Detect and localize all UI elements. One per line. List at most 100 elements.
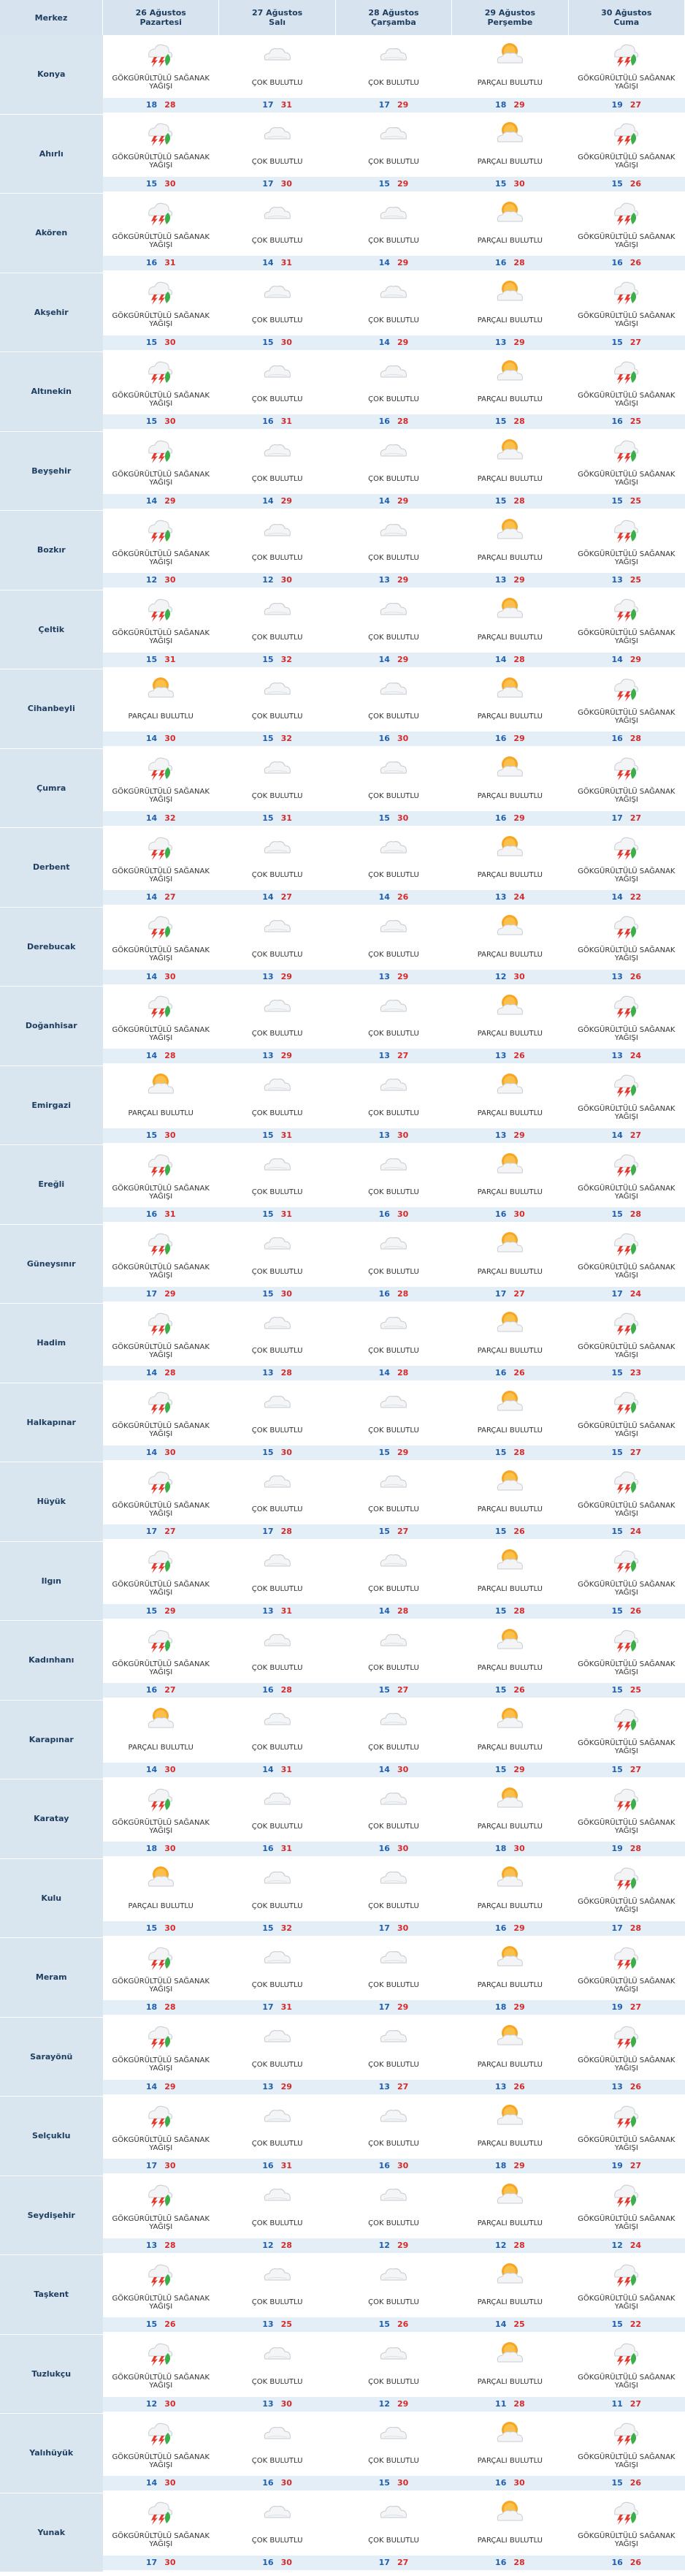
temperature-bar: 14 25 [451, 2317, 569, 2332]
condition-text: ÇOK BULUTLU [251, 1188, 303, 1196]
thunderstorm-icon [610, 436, 643, 463]
temperature-bar: 12 29 [335, 2238, 452, 2253]
day-cell: ÇOK BULUTLU 14 30 [335, 1700, 452, 1779]
partly-cloudy-icon [493, 674, 527, 702]
cloudy-icon [377, 2338, 410, 2366]
temperature-bar: 13 26 [568, 969, 685, 984]
temperature-bar: 14 29 [335, 256, 452, 270]
cloudy-icon [261, 39, 294, 67]
min-temp: 15 [145, 654, 158, 664]
forecast-cell: PARÇALI BULUTLU 16 26 [451, 1304, 569, 1383]
forecast-cell: PARÇALI BULUTLU 15 28 [451, 431, 569, 510]
cloudy-icon [377, 1863, 410, 1891]
day-cell: PARÇALI BULUTLU 15 30 [102, 1065, 219, 1145]
temperature-bar: 18 29 [451, 2000, 569, 2015]
condition-text: GÖKGÜRÜLTÜLÜ SAĞANAK YAĞIŞI [112, 867, 210, 884]
temperature-bar: 13 26 [451, 2079, 569, 2094]
forecast-cell: ÇOK BULUTLU 13 29 [335, 907, 452, 986]
forecast-cell: GÖKGÜRÜLTÜLÜ SAĞANAK YAĞIŞI 12 24 [568, 2176, 685, 2254]
temperature-bar: 15 26 [451, 1524, 569, 1539]
max-temp: 23 [629, 1368, 642, 1378]
temperature-bar: 15 28 [451, 1603, 569, 1619]
max-temp: 29 [397, 2240, 409, 2250]
day-cell: ÇOK BULUTLU 16 30 [335, 1145, 452, 1225]
min-temp: 14 [378, 654, 390, 664]
temperature-bar: 19 27 [568, 2159, 685, 2173]
max-temp: 30 [513, 1844, 525, 1853]
day-cell: PARÇALI BULUTLU 16 30 [451, 1145, 569, 1225]
day-cell: PARÇALI BULUTLU 16 29 [451, 748, 569, 828]
min-temp: 13 [262, 2081, 274, 2091]
temperature-bar: 16 30 [335, 1842, 452, 1856]
min-temp: 16 [495, 258, 507, 267]
city-row: Cihanbeyli PARÇALI BULUTLU 14 30 ÇOK BULUTLU… [0, 669, 685, 749]
header-date: 27 Ağustos [251, 8, 303, 18]
city-row: Ereğli GÖKGÜRÜLTÜLÜ SAĞANAK YAĞIŞI 16 31 ÇOK… [0, 1144, 685, 1225]
temperature-bar: 13 24 [451, 890, 569, 905]
min-temp: 16 [495, 1368, 507, 1378]
thunderstorm-icon [144, 2260, 177, 2287]
cloudy-icon [261, 594, 294, 622]
forecast-cell: GÖKGÜRÜLTÜLÜ SAĞANAK YAĞIŞI 15 23 [568, 1304, 685, 1383]
cloudy-icon [261, 1070, 294, 1098]
min-temp: 14 [378, 258, 390, 267]
max-temp: 30 [164, 1844, 176, 1853]
day-cell: GÖKGÜRÜLTÜLÜ SAĞANAK YAĞIŞI 15 27 [568, 273, 685, 352]
condition-text: GÖKGÜRÜLTÜLÜ SAĞANAK YAĞIŞI [112, 391, 210, 408]
condition-text: PARÇALI BULUTLU [477, 1981, 543, 1989]
day-cell: ÇOK BULUTLU 16 28 [218, 1621, 336, 1701]
day-cell: GÖKGÜRÜLTÜLÜ SAĞANAK YAĞIŞI 15 26 [568, 114, 685, 194]
forecast-cell: ÇOK BULUTLU 13 29 [218, 2017, 336, 2096]
forecast-cell: PARÇALI BULUTLU 15 26 [451, 1462, 569, 1541]
temperature-bar: 16 30 [335, 1207, 452, 1222]
cloudy-icon [261, 1784, 294, 1812]
temperature-bar: 13 29 [218, 969, 336, 984]
day-cell: ÇOK BULUTLU 17 31 [218, 35, 336, 114]
cloudy-icon [377, 2180, 410, 2208]
city-name: Selçuklu [0, 2096, 103, 2176]
forecast-cell: GÖKGÜRÜLTÜLÜ SAĞANAK YAĞIŞI 18 28 [102, 35, 219, 114]
temperature-bar: 15 30 [218, 1445, 336, 1460]
min-temp: 15 [378, 178, 390, 189]
temperature-bar: 15 32 [218, 652, 336, 667]
forecast-cell: ÇOK BULUTLU 17 30 [218, 114, 336, 193]
temperature-bar: 15 32 [218, 732, 336, 746]
condition-text: ÇOK BULUTLU [251, 1109, 303, 1117]
min-temp: 14 [145, 1764, 158, 1774]
temperature-bar: 13 28 [218, 1366, 336, 1380]
temperature-bar: 14 29 [102, 2079, 219, 2094]
city-name: Hüyük [0, 1462, 103, 1542]
temperature-bar: 13 25 [568, 573, 685, 588]
day-cell: ÇOK BULUTLU 15 32 [218, 669, 336, 749]
temperature-bar: 16 30 [218, 2476, 336, 2490]
condition-text: PARÇALI BULUTLU [477, 1347, 543, 1355]
max-temp: 28 [280, 1527, 292, 1536]
header-day: 26 Ağustos Pazartesi [102, 0, 220, 35]
forecast-cell: GÖKGÜRÜLTÜLÜ SAĞANAK YAĞIŞI 17 29 [102, 1224, 219, 1303]
partly-cloudy-icon [493, 436, 527, 463]
forecast-cell: PARÇALI BULUTLU 15 28 [451, 352, 569, 431]
min-temp: 15 [495, 495, 507, 506]
day-cell: ÇOK BULUTLU 14 29 [335, 273, 452, 352]
forecast-cell: GÖKGÜRÜLTÜLÜ SAĞANAK YAĞIŞI 16 26 [568, 2493, 685, 2572]
day-cell: PARÇALI BULUTLU 16 28 [451, 194, 569, 273]
forecast-cell: GÖKGÜRÜLTÜLÜ SAĞANAK YAĞIŞI 13 26 [568, 907, 685, 986]
thunderstorm-icon [610, 1546, 643, 1573]
max-temp: 31 [280, 258, 292, 267]
day-cell: ÇOK BULUTLU 15 30 [335, 748, 452, 828]
city-name: Güneysınır [0, 1224, 103, 1304]
temperature-bar: 17 27 [568, 810, 685, 826]
forecast-cell: PARÇALI BULUTLU 15 30 [451, 114, 569, 193]
day-cell: ÇOK BULUTLU 17 29 [335, 1938, 452, 2018]
max-temp: 30 [164, 971, 176, 981]
condition-text: ÇOK BULUTLU [251, 2536, 303, 2545]
city-name: Yunak [0, 2493, 103, 2572]
forecast-cell: GÖKGÜRÜLTÜLÜ SAĞANAK YAĞIŞI 18 30 [102, 1779, 219, 1858]
forecast-cell: PARÇALI BULUTLU 14 30 [102, 669, 219, 748]
max-temp: 22 [629, 892, 642, 902]
condition-text: GÖKGÜRÜLTÜLÜ SAĞANAK YAĞIŞI [112, 2532, 210, 2548]
day-cell: ÇOK BULUTLU 15 31 [218, 1145, 336, 1225]
min-temp: 13 [495, 892, 507, 902]
day-cell: GÖKGÜRÜLTÜLÜ SAĞANAK YAĞIŞI 16 31 [102, 1145, 219, 1225]
max-temp: 27 [397, 2557, 409, 2567]
